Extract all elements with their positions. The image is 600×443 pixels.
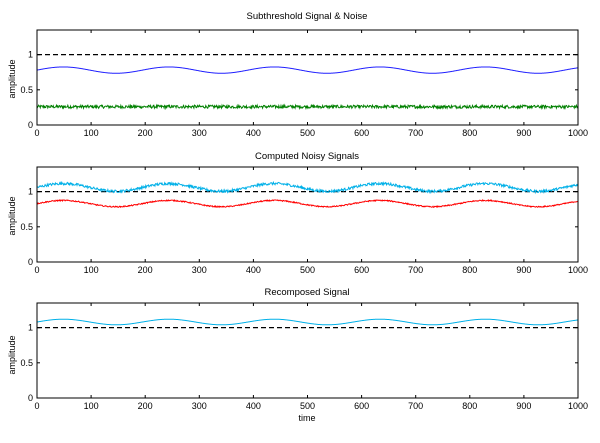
panel-3-axes-box — [36, 302, 579, 399]
x-tick-label: 800 — [462, 265, 477, 275]
x-tick-label: 800 — [462, 401, 477, 411]
x-tick-label: 100 — [84, 401, 99, 411]
panel-1: Subthreshold Signal & Noise amplitude 0 1… — [7, 11, 588, 138]
x-tick-label: 1000 — [568, 401, 588, 411]
series-subthreshold-signal-line — [37, 66, 578, 74]
y-tick-label: 0.5 — [20, 358, 33, 368]
panel-2: Computed Noisy Signals amplitude 0 100 200… — [7, 151, 588, 275]
x-tick-label: 200 — [138, 265, 153, 275]
panel-1-ylabel: amplitude — [7, 59, 17, 98]
panel-3-series — [37, 318, 578, 329]
panel-2-ylabel: amplitude — [7, 196, 17, 235]
x-tick-label: 300 — [192, 128, 207, 138]
x-tick-label: 200 — [138, 128, 153, 138]
y-tick-label: 0 — [28, 393, 33, 403]
x-tick-label: 0 — [34, 128, 39, 138]
x-tick-label: 900 — [516, 128, 531, 138]
series-noise-line — [37, 103, 578, 111]
x-tick-label: 900 — [516, 401, 531, 411]
y-tick-label: 1 — [28, 50, 33, 60]
panel-2-plot: 0 100 200 300 400 500 600 700 800 900 1000 0 0.5 1 — [20, 166, 588, 275]
y-tick-label: 0 — [28, 257, 33, 267]
x-tick-label: 500 — [300, 265, 315, 275]
x-tick-label: 300 — [192, 401, 207, 411]
x-tick-label: 600 — [354, 401, 369, 411]
x-tick-label: 800 — [462, 128, 477, 138]
x-tick-label: 1000 — [568, 128, 588, 138]
x-tick-label: 700 — [408, 128, 423, 138]
x-tick-label: 100 — [84, 128, 99, 138]
x-tick-label: 500 — [300, 128, 315, 138]
x-tick-label: 400 — [246, 265, 261, 275]
x-tick-label: 500 — [300, 401, 315, 411]
panel-1-series — [37, 54, 578, 111]
series-noisy-signal-low-line — [37, 198, 578, 209]
x-tick-label: 600 — [354, 265, 369, 275]
x-tick-label: 300 — [192, 265, 207, 275]
panel-2-axes-box — [36, 166, 579, 263]
series-noisy-signal-high-line — [37, 180, 578, 195]
panel-3-title: Recomposed Signal — [264, 287, 349, 298]
panel-2-title: Computed Noisy Signals — [255, 151, 359, 162]
x-tick-label: 0 — [34, 265, 39, 275]
panel-3-plot: 0 100 200 300 400 500 600 700 800 900 1000 0 0.5 1 — [20, 302, 588, 411]
y-tick-label: 0 — [28, 120, 33, 130]
panel-3-xlabel: time — [298, 413, 315, 423]
x-tick-label: 400 — [246, 401, 261, 411]
y-tick-label: 0.5 — [20, 85, 33, 95]
panel-1-title: Subthreshold Signal & Noise — [247, 11, 368, 22]
x-tick-label: 1000 — [568, 265, 588, 275]
x-tick-label: 900 — [516, 265, 531, 275]
panel-1-plot: 0 100 200 300 400 500 600 700 800 900 1000 0 0.5 1 — [20, 29, 588, 138]
x-tick-label: 400 — [246, 128, 261, 138]
panel-2-series — [37, 180, 578, 209]
series-recomposed-signal-line — [37, 318, 578, 326]
y-tick-label: 1 — [28, 187, 33, 197]
x-tick-label: 700 — [408, 401, 423, 411]
x-tick-label: 700 — [408, 265, 423, 275]
x-tick-label: 100 — [84, 265, 99, 275]
y-tick-label: 0.5 — [20, 222, 33, 232]
x-tick-label: 0 — [34, 401, 39, 411]
panel-3: Recomposed Signal amplitude time 0 100 200… — [7, 287, 588, 423]
x-tick-label: 600 — [354, 128, 369, 138]
panel-1-axes-box — [36, 29, 579, 126]
x-tick-label: 200 — [138, 401, 153, 411]
panel-3-ylabel: amplitude — [7, 335, 17, 374]
y-tick-label: 1 — [28, 323, 33, 333]
